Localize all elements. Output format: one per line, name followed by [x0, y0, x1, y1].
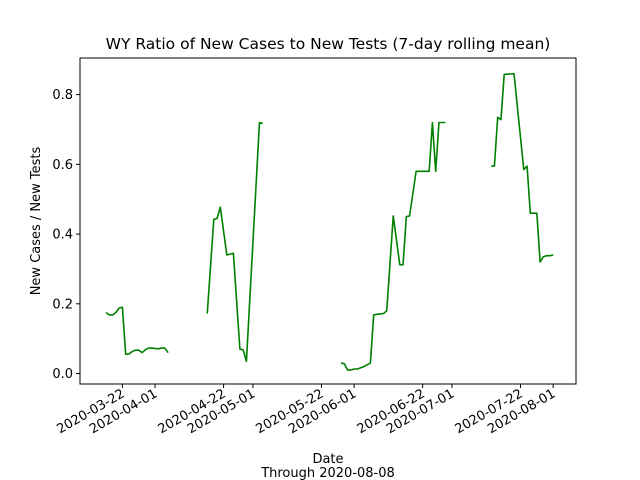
series-line-segment-2	[206, 121, 263, 363]
y-tick-label: 0.6	[52, 158, 73, 173]
y-axis: 0.0 0.2 0.4 0.6 0.8	[52, 88, 80, 382]
plot-frame	[79, 57, 577, 385]
series-line-segment-3	[340, 121, 446, 371]
series-line-segment-1	[105, 306, 169, 356]
y-tick-label: 0.8	[52, 88, 73, 103]
x-axis-sublabel: Through 2020-08-08	[260, 466, 395, 480]
y-axis-label: New Cases / New Tests	[29, 146, 44, 295]
chart-title: WY Ratio of New Cases to New Tests (7-da…	[106, 35, 551, 53]
y-tick-label: 0.2	[52, 297, 73, 312]
series-line-segment-4	[491, 72, 554, 263]
plot-lines	[105, 72, 554, 371]
y-tick-label: 0.0	[52, 367, 73, 382]
x-axis-label: Date	[312, 452, 343, 467]
y-tick-label: 0.4	[52, 228, 73, 243]
x-axis: 2020-03-222020-04-012020-04-222020-05-01…	[54, 384, 558, 437]
